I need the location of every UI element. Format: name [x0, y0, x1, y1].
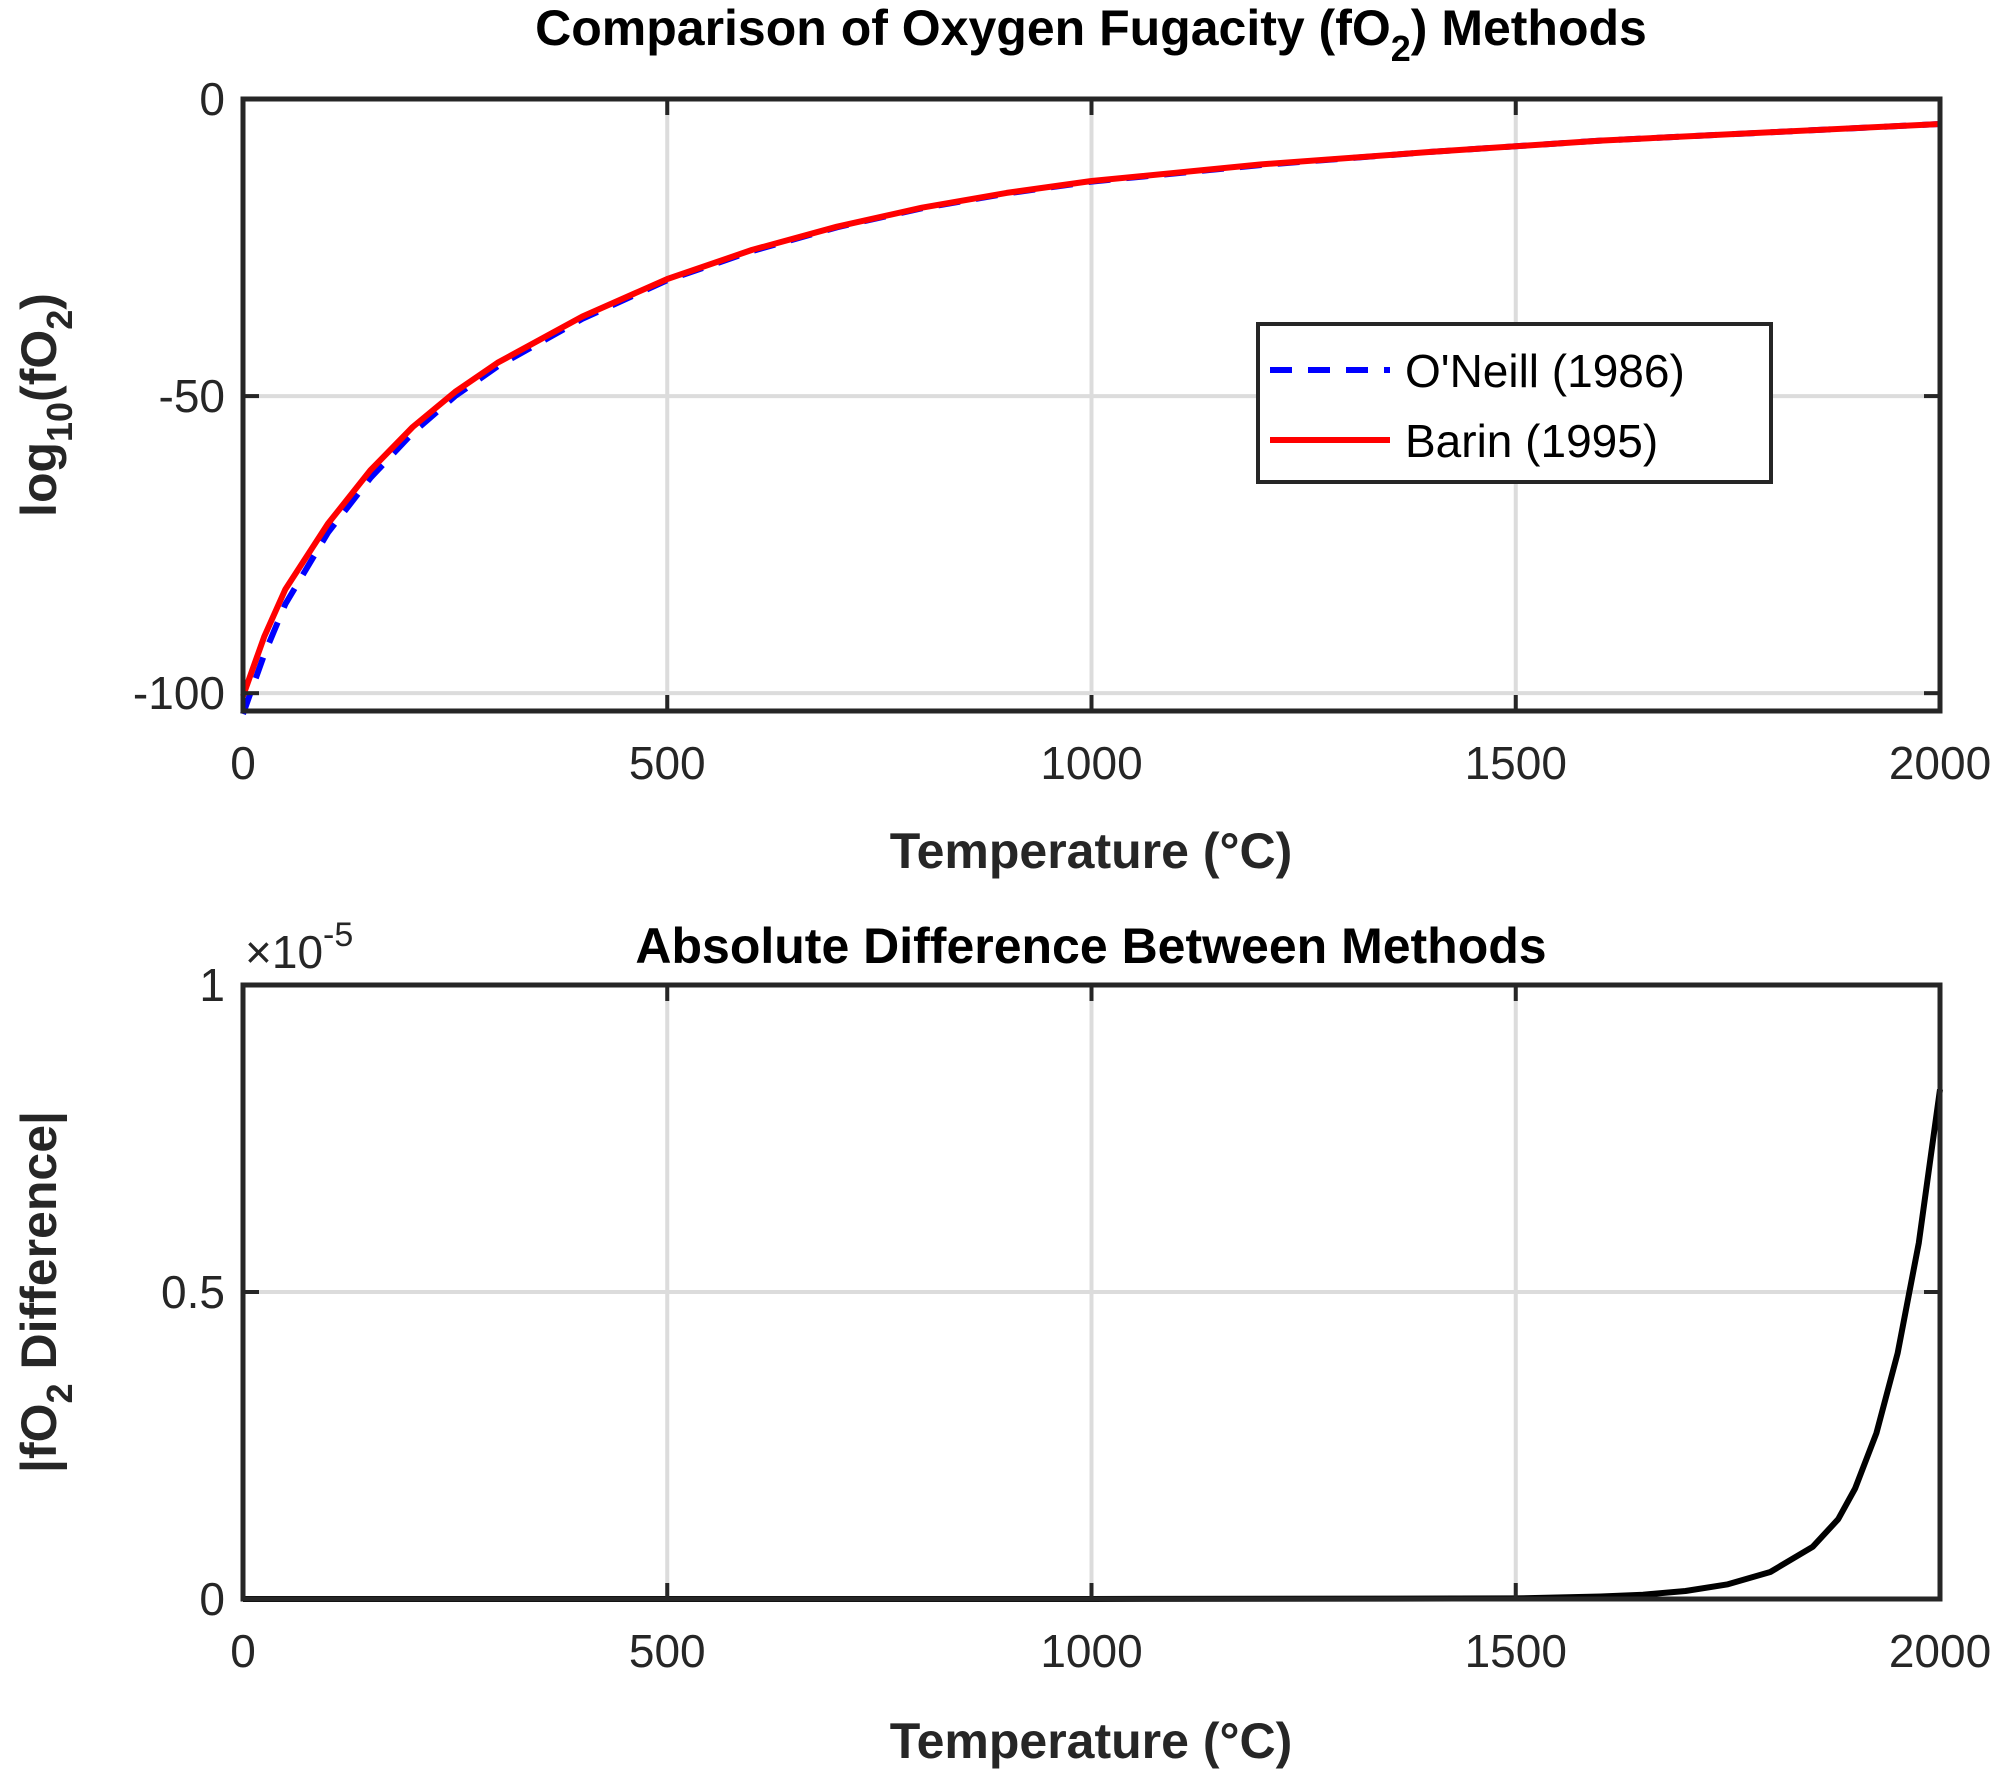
legend-label-barin: Barin (1995) — [1405, 415, 1658, 467]
bottom-x-tick-label: 2000 — [1889, 1625, 1991, 1677]
top-axes: 0 500 1000 1500 2000 0 -50 -100 Comparison of O… — [11, 0, 1991, 879]
top-y-tick-label: -100 — [133, 667, 225, 719]
bottom-y-tick-label: 0.5 — [161, 1266, 225, 1318]
top-ticks: 0 500 1000 1500 2000 0 -50 -100 — [133, 73, 1991, 789]
bottom-ticks: 0 500 1000 1500 2000 0 0.5 1 — [161, 959, 1991, 1677]
top-x-tick-label: 1000 — [1040, 737, 1142, 789]
legend-box — [1256, 322, 1773, 484]
top-x-tick-label: 0 — [230, 737, 256, 789]
bottom-grid — [243, 985, 1940, 1599]
bottom-x-axis-label: Temperature (°C) — [890, 1713, 1292, 1769]
bottom-y-axis-label: |fO2 Difference| — [11, 1111, 80, 1473]
top-series-line-1 — [240, 121, 1941, 698]
bottom-x-tick-label: 1000 — [1040, 1625, 1142, 1677]
exponent-label: ×10-5 — [245, 916, 353, 978]
top-series-lines — [240, 121, 1941, 716]
top-x-tick-label: 2000 — [1889, 737, 1991, 789]
top-y-axis-label: log10(fO2) — [11, 293, 80, 517]
bottom-y-tick-label: 1 — [199, 959, 225, 1011]
bottom-chart-title: Absolute Difference Between Methods — [635, 918, 1546, 974]
bottom-y-tick-label: 0 — [199, 1573, 225, 1625]
top-x-tick-label: 1500 — [1465, 737, 1567, 789]
bottom-x-tick-label: 1500 — [1465, 1625, 1567, 1677]
bottom-x-tick-label: 500 — [629, 1625, 706, 1677]
top-y-tick-label: -50 — [159, 370, 225, 422]
top-y-tick-label: 0 — [199, 73, 225, 125]
legend-label-oneill: O'Neill (1986) — [1405, 345, 1685, 397]
top-x-tick-label: 500 — [629, 737, 706, 789]
bottom-axes: 0 500 1000 1500 2000 0 0.5 1 Absolute Differenc… — [11, 916, 1991, 1769]
top-chart-title: Comparison of Oxygen Fugacity (fO2) Meth… — [535, 0, 1647, 69]
bottom-x-tick-label: 0 — [230, 1625, 256, 1677]
top-x-axis-label: Temperature (°C) — [890, 823, 1292, 879]
legend: O'Neill (1986) Barin (1995) — [1256, 322, 1773, 484]
